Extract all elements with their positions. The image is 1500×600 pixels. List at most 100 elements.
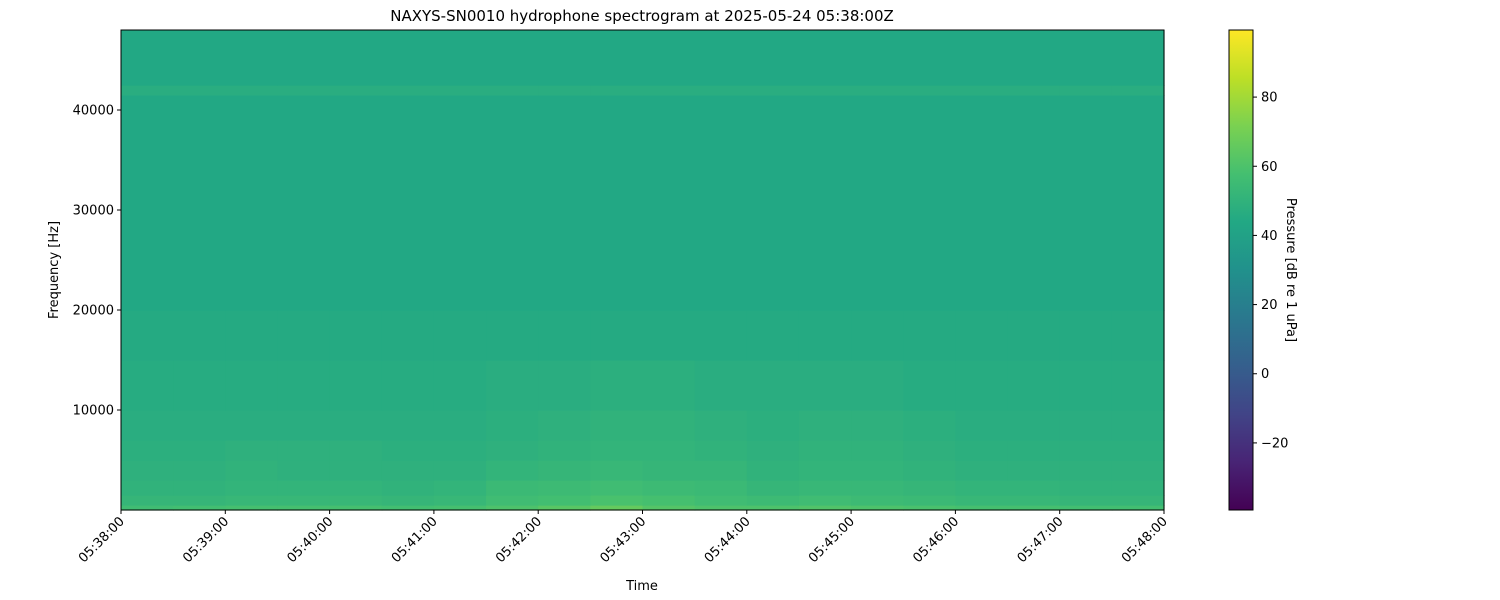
y-tick-label: 30000	[73, 204, 114, 219]
heatmap-cell	[225, 360, 279, 411]
heatmap-cell	[642, 480, 696, 496]
heatmap-cell	[746, 495, 800, 506]
heatmap-cell	[538, 480, 591, 496]
heatmap-cell	[329, 310, 383, 361]
heatmap-cell	[121, 360, 174, 411]
heatmap-cell	[381, 495, 435, 506]
heatmap-cell	[798, 85, 852, 96]
heatmap-cell	[955, 480, 1009, 496]
heatmap-cell	[433, 460, 487, 481]
heatmap-cell	[1059, 310, 1113, 361]
colorbar-tick-label: 80	[1261, 91, 1278, 106]
heatmap-cell	[1111, 480, 1165, 496]
heatmap-cell	[486, 460, 539, 481]
heatmap-cell	[1059, 95, 1113, 311]
colorbar-tick-label: 40	[1261, 229, 1278, 244]
heatmap-cell	[955, 440, 1009, 461]
heatmap-cell	[277, 360, 331, 411]
heatmap-cell	[381, 505, 435, 511]
heatmap-cell	[642, 360, 696, 411]
heatmap-cell	[173, 495, 226, 506]
heatmap-cell	[277, 440, 331, 461]
heatmap-cell	[538, 30, 591, 86]
heatmap-cell	[642, 310, 696, 361]
heatmap-cells	[121, 30, 1165, 511]
heatmap-cell	[1111, 440, 1165, 461]
heatmap-cell	[433, 480, 487, 496]
heatmap-cell	[121, 85, 174, 96]
heatmap-cell	[1059, 505, 1113, 511]
heatmap-cell	[121, 480, 174, 496]
heatmap-cell	[851, 505, 904, 511]
heatmap-cell	[851, 310, 904, 361]
heatmap-cell	[851, 495, 904, 506]
heatmap-cell	[1111, 410, 1165, 441]
heatmap-cell	[694, 410, 748, 441]
heatmap-cell	[798, 460, 852, 481]
heatmap-cell	[381, 310, 435, 361]
heatmap-cell	[1007, 495, 1061, 506]
heatmap-cell	[590, 505, 644, 511]
heatmap-cell	[433, 30, 487, 86]
heatmap-cell	[1059, 460, 1113, 481]
heatmap-cell	[1059, 410, 1113, 441]
heatmap-cell	[486, 360, 539, 411]
heatmap-cell	[277, 505, 331, 511]
heatmap-cell	[1007, 410, 1061, 441]
x-axis: 05:38:00 05:39:00 05:40:00 05:41:00 05:42:00…	[76, 510, 1171, 566]
heatmap-cell	[746, 440, 800, 461]
heatmap-cell	[903, 505, 956, 511]
heatmap-cell	[1059, 480, 1113, 496]
heatmap-cell	[121, 95, 174, 311]
heatmap-cell	[590, 360, 644, 411]
heatmap-cell	[955, 310, 1009, 361]
heatmap-cell	[903, 480, 956, 496]
heatmap-cell	[486, 310, 539, 361]
heatmap-cell	[381, 410, 435, 441]
heatmap-cell	[1007, 505, 1061, 511]
heatmap-cell	[486, 410, 539, 441]
heatmap-cell	[173, 440, 226, 461]
colorbar-label: Pressure [dB re 1 uPa]	[1283, 198, 1298, 342]
heatmap-cell	[903, 410, 956, 441]
heatmap-cell	[121, 30, 174, 86]
heatmap-cell	[642, 460, 696, 481]
heatmap-cell	[1007, 95, 1061, 311]
heatmap-cell	[903, 85, 956, 96]
heatmap-cell	[955, 360, 1009, 411]
heatmap-cell	[277, 460, 331, 481]
heatmap-cell	[851, 480, 904, 496]
heatmap-cell	[1007, 30, 1061, 86]
heatmap-cell	[486, 505, 539, 511]
heatmap-cell	[590, 95, 644, 311]
heatmap-cell	[642, 495, 696, 506]
heatmap-cell	[694, 495, 748, 506]
heatmap-cell	[746, 360, 800, 411]
heatmap-cell	[746, 310, 800, 361]
heatmap-cell	[538, 310, 591, 361]
heatmap-cell	[381, 360, 435, 411]
heatmap-cell	[746, 505, 800, 511]
heatmap-cell	[851, 30, 904, 86]
heatmap-cell	[1007, 310, 1061, 361]
heatmap-cell	[1059, 30, 1113, 86]
heatmap-cell	[433, 495, 487, 506]
heatmap-cell	[694, 310, 748, 361]
heatmap-cell	[955, 505, 1009, 511]
heatmap-cell	[486, 440, 539, 461]
heatmap-cell	[851, 440, 904, 461]
heatmap-cell	[746, 95, 800, 311]
heatmap-cell	[329, 95, 383, 311]
heatmap-cell	[746, 85, 800, 96]
heatmap-cell	[590, 30, 644, 86]
heatmap-cell	[225, 95, 279, 311]
heatmap-cell	[746, 30, 800, 86]
heatmap-cell	[538, 85, 591, 96]
heatmap-cell	[173, 85, 226, 96]
heatmap-cell	[851, 360, 904, 411]
heatmap-cell	[642, 85, 696, 96]
x-axis-label: Time	[625, 579, 658, 594]
heatmap-cell	[903, 440, 956, 461]
heatmap-cell	[1007, 460, 1061, 481]
